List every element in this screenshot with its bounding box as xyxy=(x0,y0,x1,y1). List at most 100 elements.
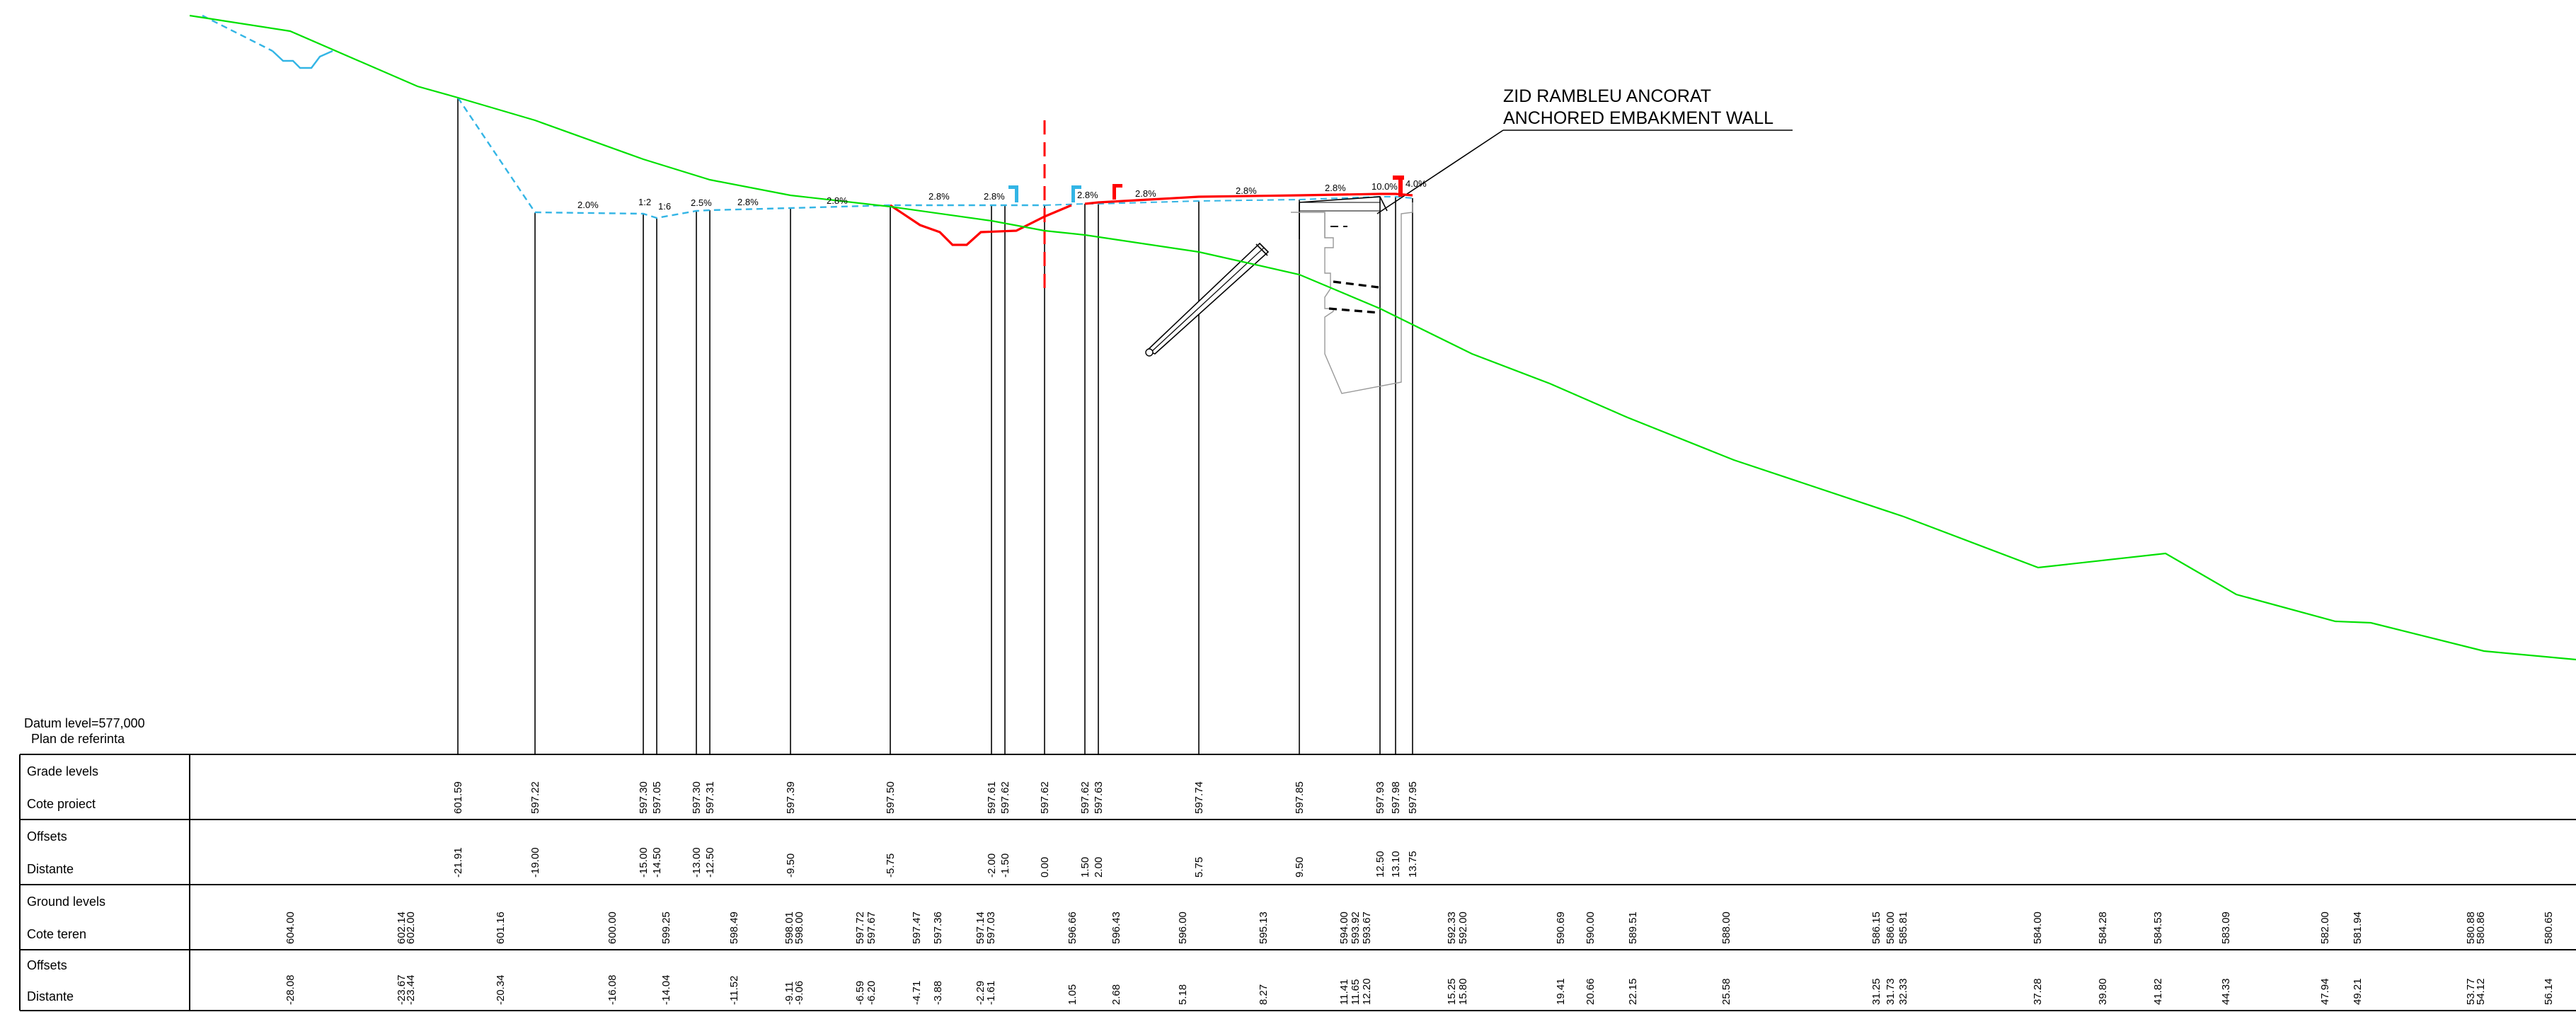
ground-offset-value: -23.67 xyxy=(396,974,408,1005)
svg-text:10.0%: 10.0% xyxy=(1372,181,1398,192)
ground-offset-value: -3.88 xyxy=(932,981,944,1005)
svg-text:Offsets: Offsets xyxy=(27,829,67,844)
ground-offset-value: 31.25 xyxy=(1870,978,1882,1005)
grade-offset-value: 12.50 xyxy=(1374,851,1386,878)
ground-level-value: 604.00 xyxy=(284,912,297,944)
slope-labels: 2.0% 1:2 1:6 2.5% 2.8% 2.8% 2.8% 2.8% 2.… xyxy=(577,178,1427,212)
ground-offset-value: 5.18 xyxy=(1177,984,1189,1005)
ground-offset-value: 41.82 xyxy=(2152,978,2164,1005)
ground-offset-value: 15.80 xyxy=(1457,978,1469,1005)
grade-offset-value: 5.75 xyxy=(1193,857,1205,878)
ground-offset-value: 47.94 xyxy=(2319,978,2331,1005)
ground-level-value: 597.47 xyxy=(911,912,923,944)
grade-reference-lines xyxy=(457,98,1413,754)
ground-level-value: 597.14 xyxy=(974,912,987,944)
ground-level-value: 592.33 xyxy=(1446,912,1458,944)
grade-offset-value: 1.50 xyxy=(1079,857,1091,878)
grade-level-value: 597.30 xyxy=(638,781,650,814)
ground-level-value: 592.00 xyxy=(1457,912,1469,944)
ground-level-value: 585.81 xyxy=(1897,912,1909,944)
ground-level-value: 596.00 xyxy=(1177,912,1189,944)
ground-level-value: 593.67 xyxy=(1361,912,1373,944)
grade-level-value: 597.62 xyxy=(1039,781,1051,814)
ground-level-value: 597.36 xyxy=(932,912,944,944)
callout-leader xyxy=(1376,130,1504,214)
ground-level-value: 583.09 xyxy=(2220,912,2232,944)
ground-offset-value: 44.33 xyxy=(2220,978,2232,1005)
ground-offset-value: -28.08 xyxy=(284,974,297,1005)
anchor-bolt xyxy=(1145,242,1270,357)
ground-offset-value: -9.11 xyxy=(783,982,795,1005)
grade-offset-value: -2.00 xyxy=(986,853,998,878)
barrier-symbol-red xyxy=(1393,176,1404,197)
grade-level-value: 597.61 xyxy=(986,781,998,814)
ground-level-value: 590.00 xyxy=(1585,912,1597,944)
ground-level-value: 580.65 xyxy=(2543,912,2555,944)
ground-level-value: 600.00 xyxy=(606,912,619,944)
grade-offset-value: -21.91 xyxy=(452,847,464,878)
svg-text:2.8%: 2.8% xyxy=(737,197,759,207)
grade-offset-value: -9.50 xyxy=(785,853,797,878)
anchor-dashes xyxy=(1328,226,1381,314)
ground-offset-value: 11.65 xyxy=(1350,979,1362,1005)
ground-offset-value: 8.27 xyxy=(1258,984,1270,1005)
ground-offset-value: -2.29 xyxy=(974,981,987,1005)
svg-text:Cote proiect: Cote proiect xyxy=(27,797,96,811)
svg-text:2.8%: 2.8% xyxy=(1135,188,1156,199)
grade-level-value: 597.93 xyxy=(1374,781,1386,814)
grade-offsets-row: -21.91 -19.00 -15.00 -14.50 -13.00 -12.50 -9.5… xyxy=(452,847,1419,878)
grade-level-value: 597.30 xyxy=(691,781,703,814)
ground-offset-value: 25.58 xyxy=(1720,978,1732,1005)
ground-offset-value: -20.34 xyxy=(495,974,507,1005)
ground-offset-value: 20.66 xyxy=(1585,978,1597,1005)
datum-sublabel: Plan de referinta xyxy=(31,732,125,746)
callout-line-1: ZID RAMBLEU ANCORAT xyxy=(1503,86,1711,106)
grade-offset-value: 9.50 xyxy=(1294,857,1306,878)
grade-offset-value: 13.75 xyxy=(1407,851,1419,878)
svg-text:Grade levels: Grade levels xyxy=(27,764,98,778)
ground-offset-value: -6.20 xyxy=(866,981,878,1005)
ground-level-value: 580.88 xyxy=(2465,912,2477,944)
ground-offset-value: 12.20 xyxy=(1361,978,1373,1005)
ground-level-value: 598.01 xyxy=(783,912,795,944)
ground-offset-value: 37.28 xyxy=(2032,978,2044,1005)
svg-text:Distante: Distante xyxy=(27,862,74,876)
kerb-symbol-red xyxy=(1112,184,1122,200)
grade-offset-value: -14.50 xyxy=(651,847,663,878)
ground-level-value: 597.67 xyxy=(866,912,878,944)
data-table xyxy=(19,754,2576,1011)
ground-level-value: 596.43 xyxy=(1110,912,1122,944)
grade-offset-value: -15.00 xyxy=(638,847,650,878)
grade-offset-value: 13.10 xyxy=(1390,851,1402,878)
ground-offset-value: 22.15 xyxy=(1627,978,1639,1005)
svg-text:1:6: 1:6 xyxy=(658,201,671,212)
ground-offset-value: 32.33 xyxy=(1897,978,1909,1005)
grade-level-value: 597.85 xyxy=(1294,781,1306,814)
grade-level-value: 597.63 xyxy=(1093,781,1105,814)
ground-level-value: 584.00 xyxy=(2032,912,2044,944)
grade-offset-value: -13.00 xyxy=(691,847,703,878)
grade-level-value: 597.50 xyxy=(885,781,897,814)
ground-offset-value: -4.71 xyxy=(911,981,923,1005)
svg-text:Ground levels: Ground levels xyxy=(27,895,105,909)
ground-offset-value: -11.52 xyxy=(728,976,740,1005)
ground-level-value: 601.16 xyxy=(495,912,507,944)
svg-text:1:2: 1:2 xyxy=(638,197,651,207)
ground-offset-value: 53.77 xyxy=(2465,978,2477,1005)
ground-offset-value: 15.25 xyxy=(1446,978,1458,1005)
grade-level-value: 597.62 xyxy=(1079,781,1091,814)
svg-text:Offsets: Offsets xyxy=(27,958,67,972)
ground-offset-value: 11.41 xyxy=(1338,979,1350,1005)
ground-offset-value: 56.14 xyxy=(2543,978,2555,1005)
grade-offset-value: 2.00 xyxy=(1093,857,1105,878)
ground-level-value: 582.00 xyxy=(2319,912,2331,944)
ground-level-value: 598.49 xyxy=(728,912,740,944)
ground-level-value: 584.28 xyxy=(2097,912,2109,944)
svg-text:2.8%: 2.8% xyxy=(1077,190,1098,200)
ground-level-value: 599.25 xyxy=(660,912,672,944)
grade-level-value: 597.22 xyxy=(529,781,541,814)
callout-line-2: ANCHORED EMBAKMENT WALL xyxy=(1503,108,1773,128)
table-row-titles: Grade levels Cote proiect Offsets Distan… xyxy=(27,764,105,1004)
